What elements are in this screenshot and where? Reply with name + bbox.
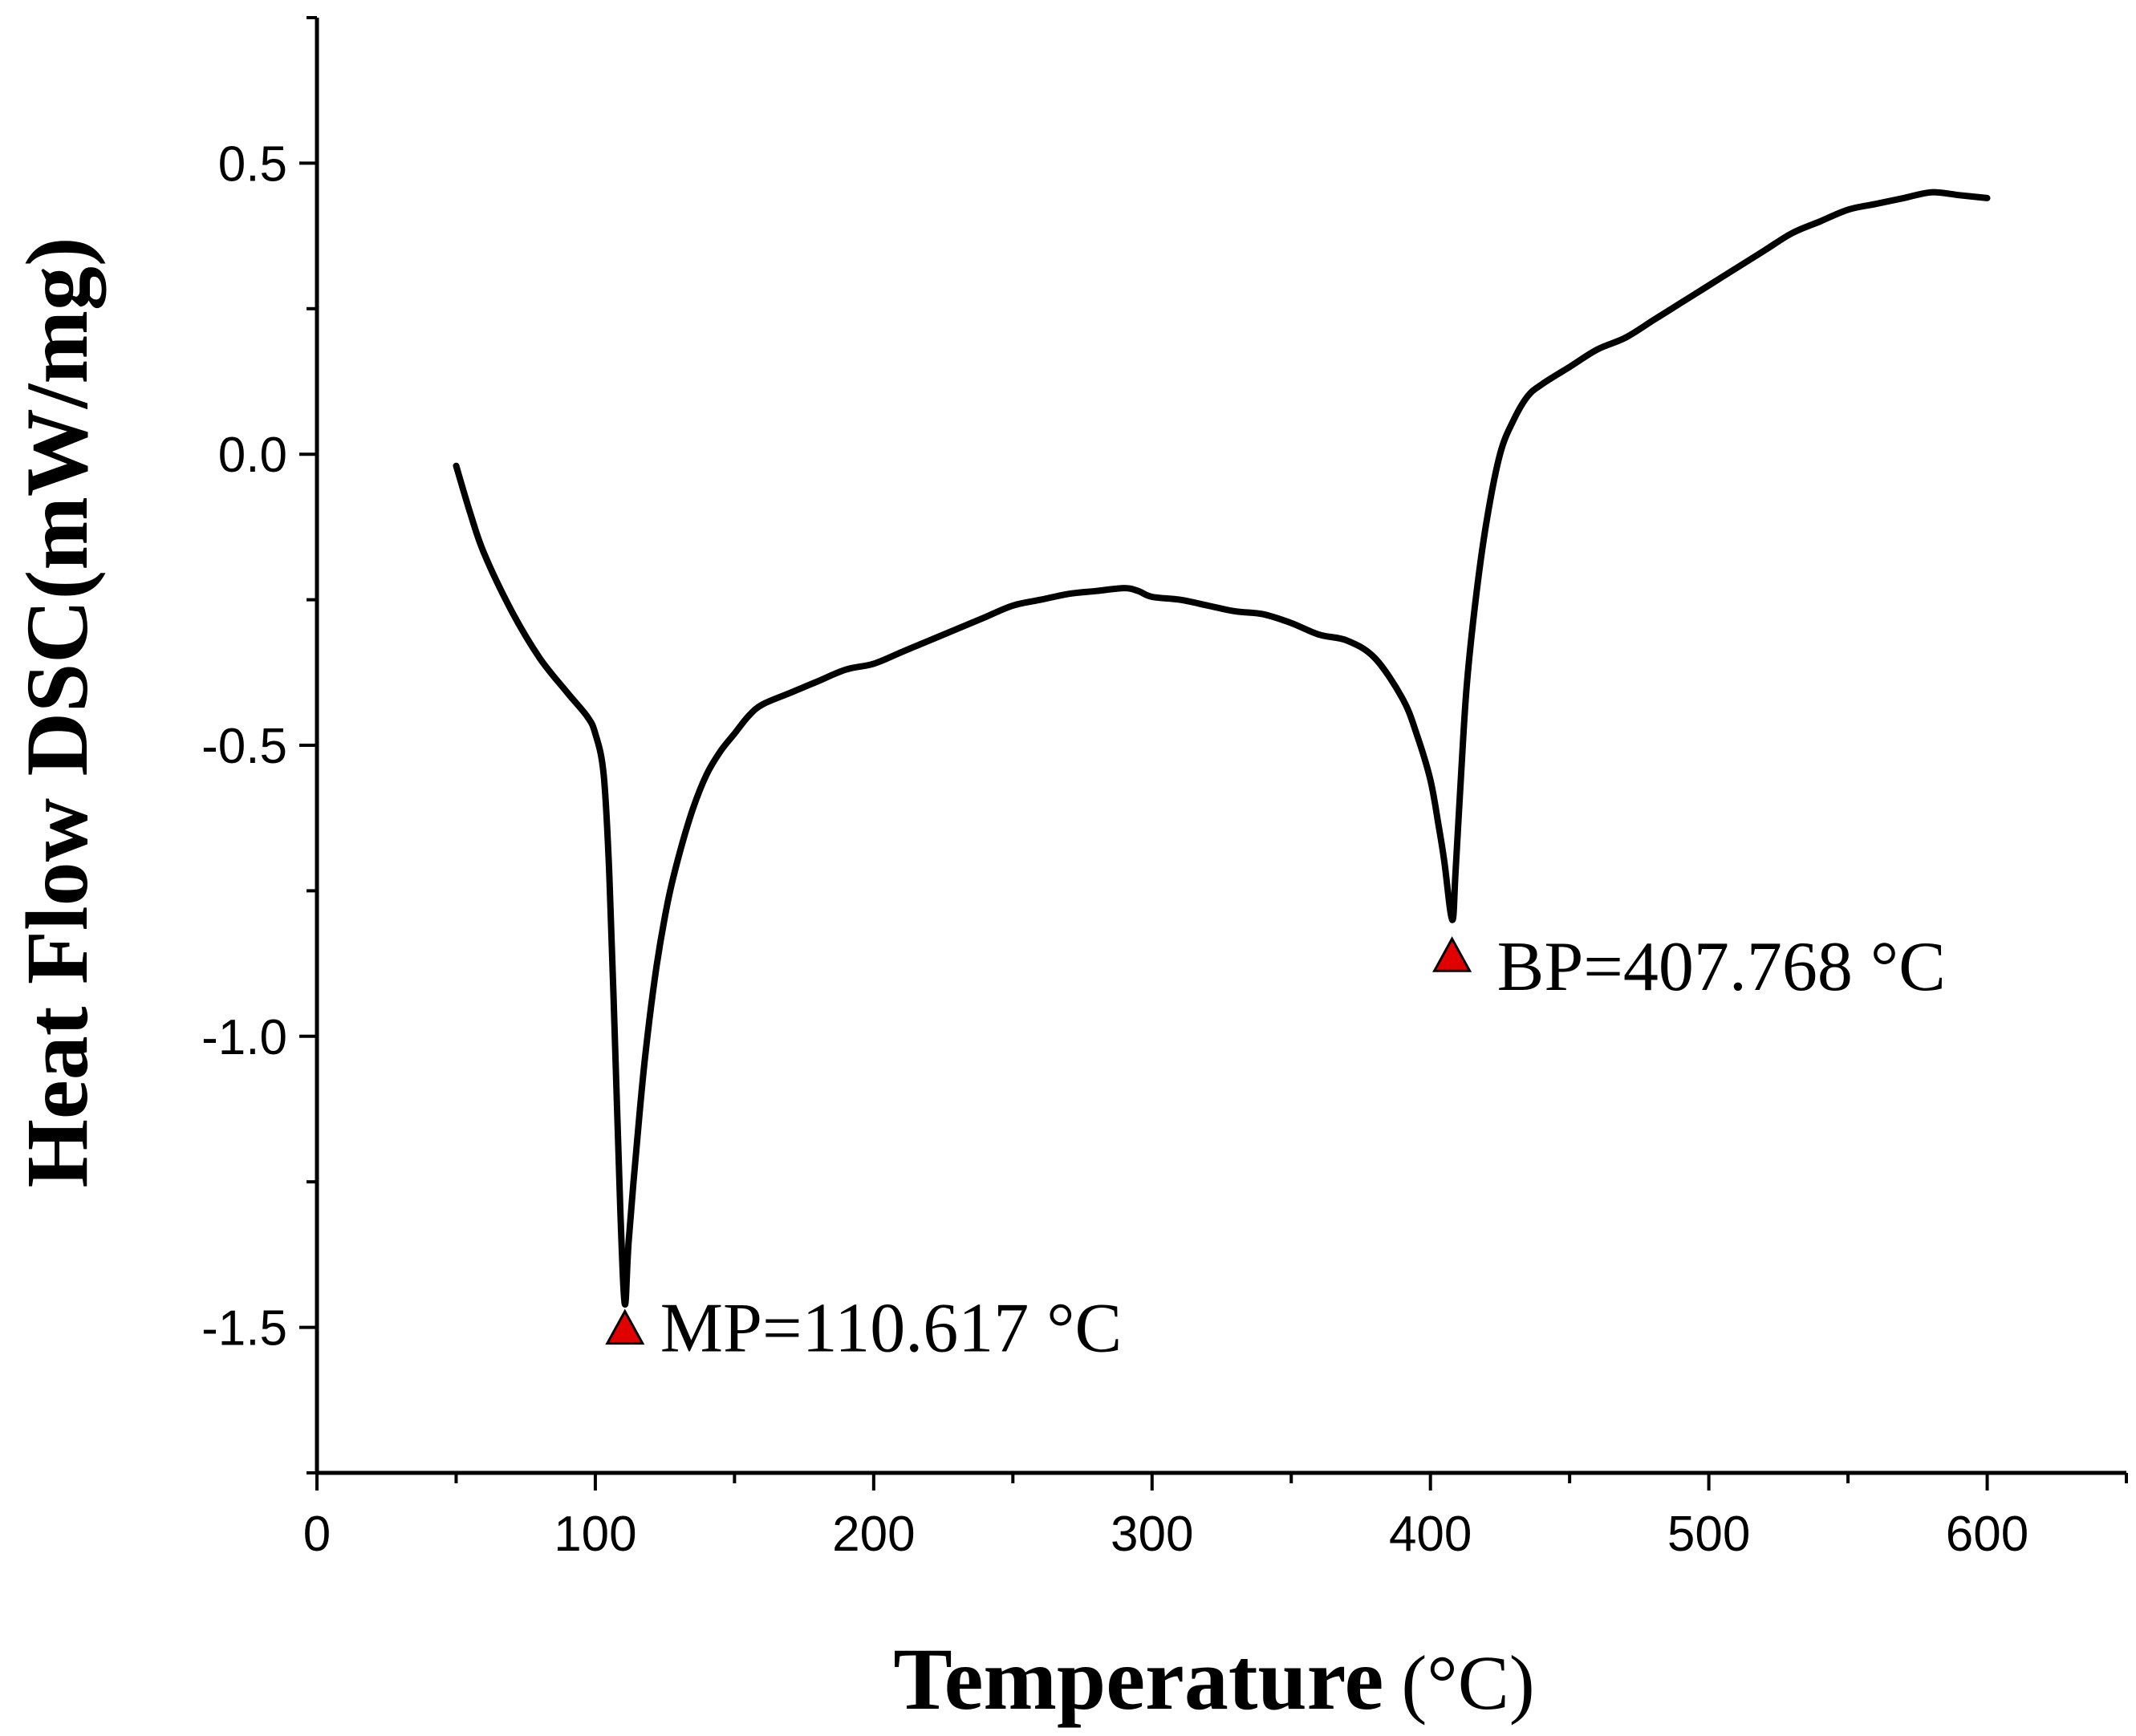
mp-annotation-label: MP=110.617 °C bbox=[660, 1290, 1122, 1368]
x-axis-title-text: Temperature bbox=[893, 1630, 1383, 1728]
peak-marker-triangle bbox=[1432, 936, 1472, 972]
y-tick-label: -1.0 bbox=[201, 1010, 287, 1065]
annotation-markers: MP=110.617 °C BP=407.768 °C bbox=[605, 928, 1946, 1368]
y-tick-label: 0.0 bbox=[218, 428, 287, 483]
x-axis-ticks: 0 100 200 300 400 500 600 bbox=[303, 1473, 2128, 1562]
x-tick-label: 500 bbox=[1667, 1507, 1750, 1562]
x-tick-label: 300 bbox=[1111, 1507, 1193, 1562]
x-tick-label: 400 bbox=[1389, 1507, 1472, 1562]
y-tick-label: 0.5 bbox=[218, 136, 287, 192]
dsc-curve bbox=[453, 189, 1991, 1308]
peak-marker-triangle bbox=[605, 1308, 645, 1345]
x-axis-unit: (°C) bbox=[1401, 1640, 1534, 1726]
y-tick-label: -0.5 bbox=[201, 719, 287, 774]
y-axis-ticks: 0.5 0.0 -0.5 -1.0 -1.5 bbox=[201, 16, 317, 1474]
y-tick-label: -1.5 bbox=[201, 1301, 287, 1357]
y-axis-title: Heat Flow DSC(mW/mg) bbox=[8, 237, 106, 1187]
x-tick-label: 200 bbox=[832, 1507, 915, 1562]
x-tick-label: 0 bbox=[303, 1507, 331, 1562]
plot-frame bbox=[315, 18, 2126, 1475]
x-axis-title: Temperature (°C) bbox=[893, 1630, 1534, 1728]
x-tick-label: 100 bbox=[554, 1507, 636, 1562]
x-tick-label: 600 bbox=[1946, 1507, 2028, 1562]
bp-annotation-label: BP=407.768 °C bbox=[1497, 928, 1946, 1006]
series-layer bbox=[453, 189, 1991, 1308]
